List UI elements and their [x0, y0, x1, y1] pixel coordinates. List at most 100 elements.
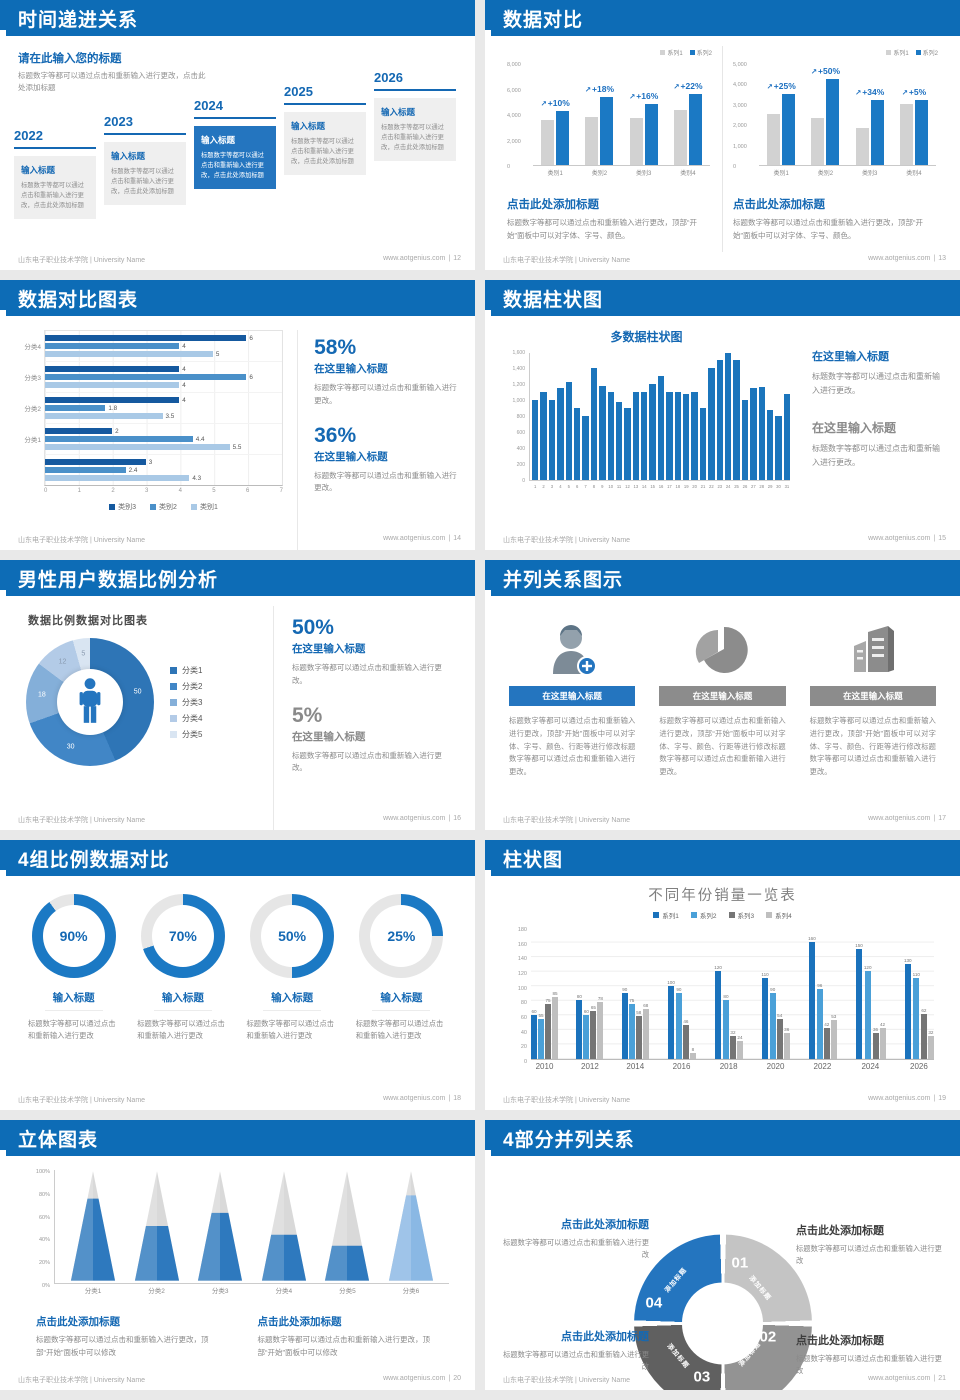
slide-title: 数据柱状图	[503, 289, 604, 311]
footer-site: www.aotgenius.com	[868, 255, 931, 262]
footer-site: www.aotgenius.com	[868, 815, 931, 822]
bar	[565, 382, 572, 480]
x-axis: 0 1 2 3 4 5 6 7	[44, 488, 283, 494]
x-axis-tick: 23	[717, 484, 723, 489]
slide-body: 分类4 6 4 5 分类3 4 6 4 分类2 4 1.8 3.5 分类1 2 4.4 5.5 3 2.4 4.3 0…	[0, 316, 475, 550]
bar	[666, 392, 673, 480]
value-label: 4	[182, 381, 186, 389]
y-axis-tick: 0	[507, 164, 511, 170]
footer-separator: |	[448, 815, 451, 822]
gauge-body: 标题数字等都可以通过点击和重新输入进行更改	[28, 1019, 116, 1041]
bar	[45, 335, 247, 341]
x-axis-tick: 12	[625, 484, 630, 489]
cone-shape	[134, 1171, 179, 1281]
segment-number: 01	[731, 1254, 749, 1272]
bar-series2	[688, 93, 702, 165]
y-axis-tick: 8,000	[507, 62, 521, 68]
section-heading: 点击此处添加标题	[733, 199, 825, 211]
stat-heading: 在这里输入标题	[314, 450, 388, 463]
bar	[45, 428, 113, 434]
y-axis-tick: 4,000	[733, 82, 747, 89]
footer-site-page: www.aotgenius.com | 14	[383, 535, 461, 545]
footer-site: www.aotgenius.com	[383, 1375, 446, 1382]
bar	[904, 963, 911, 1059]
timeline-year: 2023	[104, 114, 186, 135]
bar	[45, 459, 146, 465]
value-label: 2.4	[128, 466, 138, 474]
slide-title-bar: 数据对比	[485, 0, 960, 36]
y-axis-tick: 160	[517, 941, 527, 948]
stat-body: 标题数字等都可以通过点击和重新输入进行更改。	[291, 750, 442, 773]
bar-column: 21	[699, 353, 707, 489]
section-body: 标题数字等都可以通过点击和重新输入进行更改，顶部“开始”面板中可以对字体、字号、…	[733, 218, 923, 240]
value-label: 54	[777, 1013, 783, 1019]
column-chart-wrap: 多数据柱状图 0 200 400 600 800 1,000 1,200 1,400 1,600…	[499, 324, 794, 550]
bar-column: 120	[714, 928, 722, 1059]
card-3: 在这里输入标题 标题数字等都可以通过点击和重新输入进行更改，顶部“开始”面板中可…	[809, 610, 936, 830]
bar	[766, 410, 774, 480]
pie-3d-icon	[696, 626, 749, 673]
timeline-item-2026: 2026 输入标题 标题数字等都可以通过点击和重新输入进行更改，点击此处添加标题	[374, 70, 456, 162]
bar	[573, 408, 581, 480]
bar-series1	[767, 114, 781, 165]
bar-group: 130 110 62 32 2026	[904, 928, 934, 1071]
category-label: 分类3	[211, 1288, 229, 1295]
slide-title-bar: 4组比例数据对比	[0, 840, 475, 876]
value-label: 24	[737, 1035, 743, 1041]
timeline-card-heading: 输入标题	[291, 121, 326, 131]
stat-body: 标题数字等都可以通过点击和重新输入进行更改。	[314, 470, 457, 493]
section-heading: 点击此处添加标题	[561, 1219, 649, 1231]
x-axis-tick: 21	[700, 484, 706, 489]
bar	[920, 1013, 927, 1059]
x-axis-tick: 17	[667, 484, 672, 489]
growth-value: +50%	[818, 66, 841, 77]
cone-chart: 0% 20% 40% 60% 80% 100% 分类1 分类2 分类3 分类4 分类5 分类6	[36, 1169, 457, 1298]
category-label: 分类6	[402, 1288, 420, 1295]
stat-percent: 58%	[314, 336, 357, 359]
bar	[45, 351, 213, 357]
footer-separator: |	[933, 1375, 936, 1382]
value-label: 60	[531, 1009, 537, 1014]
value-label: 100	[667, 979, 675, 985]
timeline-card-body: 标题数字等都可以通过点击和重新输入进行更改，点击此处添加标题	[111, 168, 174, 196]
bar-column: 75	[628, 928, 635, 1059]
bar	[45, 405, 106, 411]
gauge-column-1: 90% 输入标题 标题数字等都可以通过点击和重新输入进行更改	[28, 894, 119, 1110]
category-label: 2014	[626, 1062, 645, 1071]
intro-heading: 请在此输入您的标题	[18, 53, 122, 65]
bar-column: 3	[548, 353, 556, 489]
value-label: 90	[622, 987, 628, 992]
growth-label: ↗+50%	[811, 66, 840, 76]
bar	[927, 1035, 934, 1059]
bar-group: ↗+10% 类别1	[540, 64, 569, 177]
value-label: 3.5	[165, 412, 175, 420]
bar	[532, 400, 539, 480]
growth-label: ↗+18%	[585, 84, 614, 94]
value-label: 85	[552, 990, 558, 996]
bar-series2	[644, 103, 658, 165]
bar	[552, 996, 558, 1059]
value-label: 78	[597, 995, 603, 1001]
legend-swatch	[170, 666, 177, 674]
bar	[775, 416, 782, 480]
bar-column: 90	[621, 928, 628, 1059]
bar-column: 110	[913, 928, 920, 1059]
legend-swatch	[170, 698, 177, 706]
group-label: 分类2	[24, 406, 41, 413]
bar-column: 42	[823, 928, 830, 1059]
value-label: 2	[115, 427, 119, 435]
growth-value: +22%	[680, 80, 703, 91]
intro-body: 标题数字等都可以通过点击和重新输入进行更改，点击此处添加标题	[18, 71, 206, 92]
x-axis-tick: 0	[44, 488, 48, 494]
section-body: 标题数字等都可以通过点击和重新输入进行更改，顶部“开始”面板中可以修改	[257, 1335, 431, 1357]
bar	[816, 988, 823, 1059]
value-label: 4	[182, 342, 186, 350]
timeline-card: 输入标题 标题数字等都可以通过点击和重新输入进行更改，点击此处添加标题	[14, 156, 96, 220]
bar	[758, 387, 765, 480]
x-axis-tick: 5	[212, 488, 216, 494]
value-label: 90	[676, 987, 682, 992]
bar-column: 2	[540, 353, 547, 489]
bar	[642, 1009, 649, 1059]
section-heading: 在这里输入标题	[812, 351, 890, 363]
footer-separator: |	[933, 535, 936, 542]
